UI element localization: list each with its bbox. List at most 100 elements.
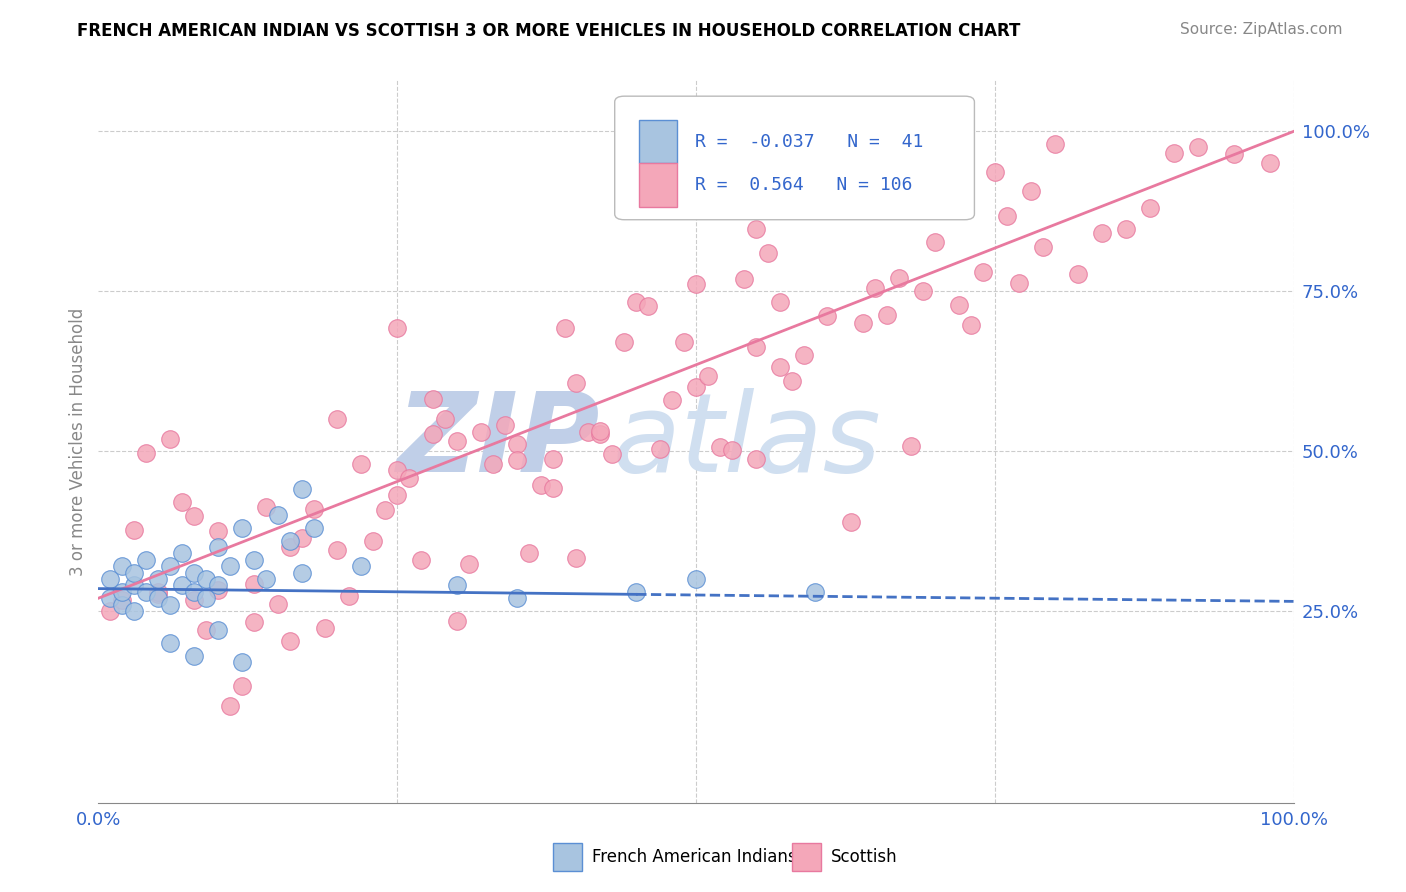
Point [804,584,827,599]
Point [135,553,157,567]
Point [231,655,253,669]
Point [626,295,648,310]
Point [326,412,349,426]
Point [254,500,277,514]
Point [506,453,529,467]
Point [98,572,122,586]
Point [135,446,157,460]
Point [148,587,170,601]
Text: FRENCH AMERICAN INDIAN VS SCOTTISH 3 OR MORE VEHICLES IN HOUSEHOLD CORRELATION C: FRENCH AMERICAN INDIAN VS SCOTTISH 3 OR … [77,22,1021,40]
Point [98,604,122,618]
Point [159,636,181,650]
Point [219,698,242,713]
Point [385,488,409,502]
Point [195,591,218,606]
Point [219,559,242,574]
Point [148,572,170,586]
Point [207,623,229,637]
Point [1067,267,1090,281]
Point [768,360,790,375]
Text: R =  0.564   N = 106: R = 0.564 N = 106 [695,176,912,194]
Point [685,572,707,586]
Point [613,334,636,349]
Point [385,463,409,477]
Text: French American Indians: French American Indians [592,848,797,866]
Point [960,318,983,332]
Point [98,591,122,606]
Point [458,557,481,571]
Point [278,540,301,554]
Point [278,533,301,548]
Point [1008,276,1031,290]
Text: ZIP: ZIP [396,388,600,495]
Point [183,566,205,580]
Point [828,171,851,186]
Text: Source: ZipAtlas.com: Source: ZipAtlas.com [1180,22,1343,37]
Point [948,298,970,312]
Point [183,593,205,607]
Point [446,434,468,448]
Point [673,334,696,349]
Point [530,478,553,492]
Point [207,578,229,592]
Point [363,533,385,548]
Point [911,285,934,299]
Point [470,425,492,440]
Point [422,392,444,406]
FancyBboxPatch shape [638,120,676,163]
Point [565,551,588,566]
Point [661,392,683,407]
Point [339,589,361,603]
Point [385,320,409,334]
Point [124,566,146,580]
Point [291,531,314,545]
Point [589,424,612,438]
Point [494,418,516,433]
Point [374,503,396,517]
Point [124,604,146,618]
Point [422,426,444,441]
Point [506,591,529,606]
Point [159,559,181,574]
Point [207,583,229,598]
Point [291,566,314,580]
Point [207,540,229,554]
Point [876,308,898,322]
Point [1032,239,1054,253]
Point [1163,146,1185,161]
Point [326,543,349,558]
Point [554,321,576,335]
Point [1019,185,1042,199]
Point [159,598,181,612]
Point [195,623,218,637]
Point [243,577,266,591]
Point [267,597,290,611]
Point [231,521,253,535]
Point [243,553,266,567]
Point [602,447,624,461]
Text: Scottish: Scottish [831,848,897,866]
Point [195,572,218,586]
Point [111,598,134,612]
FancyBboxPatch shape [553,843,582,871]
Point [207,524,229,539]
Point [111,584,134,599]
Point [972,265,994,279]
Point [148,591,170,606]
Point [278,634,301,648]
Point [780,374,803,388]
Point [1223,147,1246,161]
Point [1091,227,1114,241]
Point [733,271,755,285]
Y-axis label: 3 or more Vehicles in Household: 3 or more Vehicles in Household [69,308,87,575]
Point [302,501,325,516]
Point [506,437,529,451]
Point [589,427,612,442]
Point [124,578,146,592]
Point [398,471,420,485]
Point [900,439,922,453]
Point [148,584,170,599]
Point [709,441,731,455]
Point [565,376,588,390]
FancyBboxPatch shape [614,96,974,219]
